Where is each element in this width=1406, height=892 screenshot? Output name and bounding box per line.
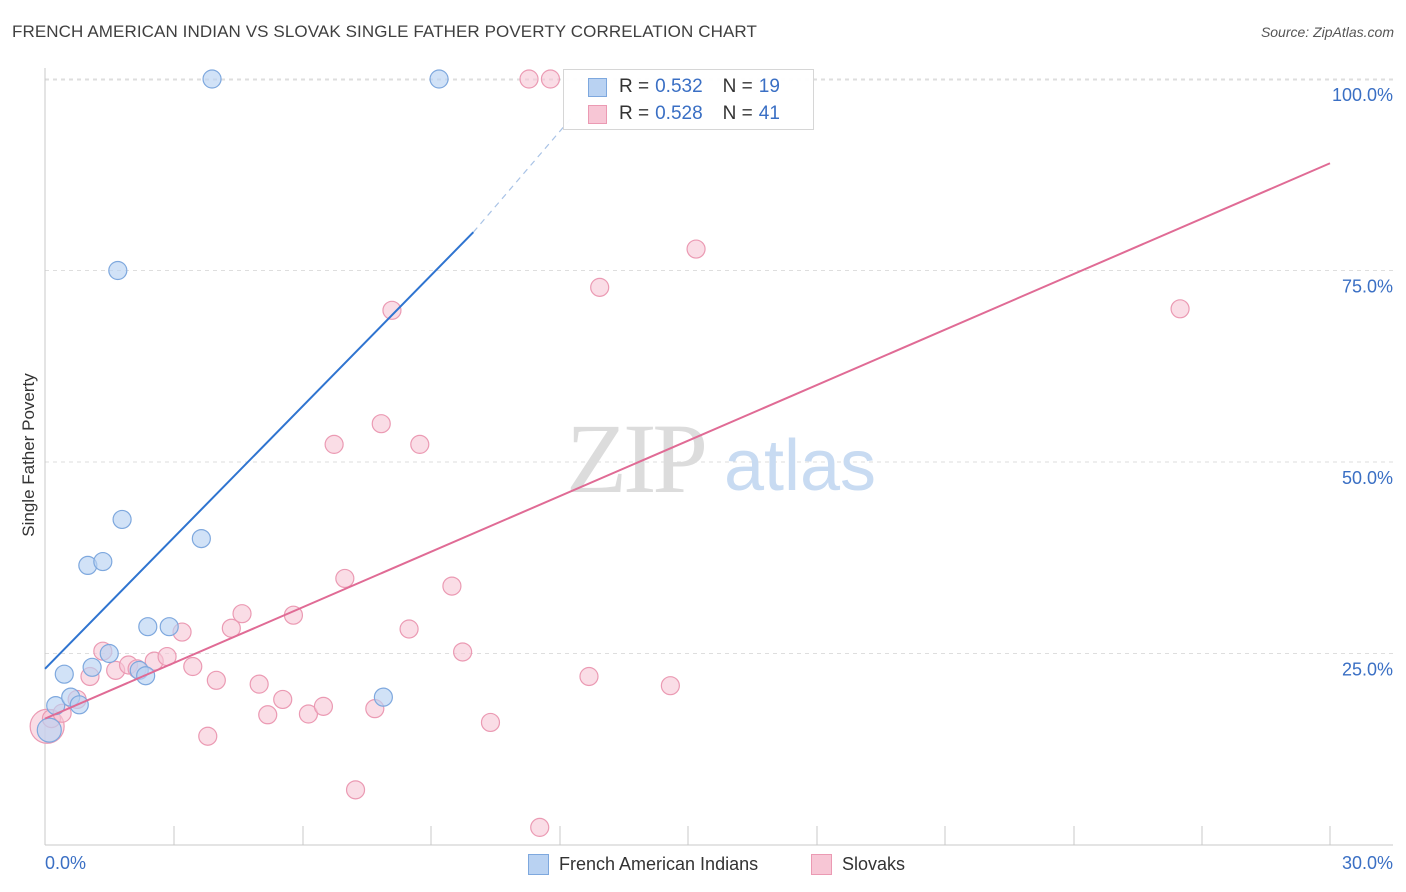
bottom-legend-french[interactable]: French American Indians — [528, 851, 758, 877]
legend-r-label: R = — [619, 76, 650, 97]
point-slovak — [519, 69, 539, 89]
x-tick-label: 30.0% — [1342, 853, 1393, 873]
point-slovak — [686, 239, 706, 259]
point-slovak — [324, 434, 344, 454]
watermark-atlas: atlas — [724, 426, 876, 506]
point-french — [36, 717, 62, 743]
legend-row-french: R = 0.532 N = 19 — [588, 76, 780, 98]
y-tick-label: 25.0% — [1342, 660, 1393, 680]
point-french — [82, 657, 102, 677]
point-slovak — [399, 619, 419, 639]
point-slovak — [258, 705, 278, 725]
legend-swatch-french — [588, 77, 607, 97]
legend-swatch-slovak — [588, 104, 607, 124]
legend-r-label: R = — [619, 103, 650, 124]
point-slovak — [232, 604, 252, 624]
point-slovak — [273, 689, 293, 710]
source-credit: Source: ZipAtlas.com — [1260, 24, 1394, 40]
point-slovak — [480, 712, 501, 733]
correlation-legend: R = 0.532 N = 19 R = 0.528 N = 41 — [563, 69, 814, 130]
point-slovak — [371, 414, 391, 434]
x-tick-label: 0.0% — [45, 853, 86, 873]
legend-n-label: N = — [722, 103, 753, 124]
point-slovak — [345, 780, 366, 800]
trendline-french — [44, 231, 475, 670]
point-slovak — [453, 642, 473, 662]
point-slovak — [206, 670, 226, 690]
point-slovak — [249, 674, 269, 694]
legend-r-value: 0.532 — [655, 76, 703, 97]
trend-layer — [44, 116, 1331, 720]
legend-r-value: 0.528 — [655, 103, 703, 124]
axis-layer: 25.0% 50.0% 75.0% 100.0% 0.0% 30.0% — [44, 68, 1393, 873]
trendline-slovak — [44, 162, 1331, 720]
watermark: ZIP atlas — [566, 403, 876, 514]
point-slovak — [198, 726, 218, 746]
point-french — [112, 509, 132, 530]
point-slovak — [382, 300, 402, 320]
point-slovak — [442, 576, 462, 596]
bottom-legend-label-slovak: Slovaks — [842, 853, 906, 874]
bottom-legend-slovak[interactable]: Slovaks — [811, 851, 905, 877]
point-french — [93, 551, 113, 572]
point-french — [373, 687, 393, 707]
point-french — [99, 643, 119, 664]
legend-row-slovak: R = 0.528 N = 41 — [588, 103, 780, 125]
point-slovak — [335, 568, 355, 589]
points-layer — [29, 69, 1190, 837]
y-axis-label: Single Father Poverty — [19, 373, 38, 537]
grid-layer — [45, 78, 1393, 654]
y-tick-label: 75.0% — [1342, 277, 1393, 297]
point-slovak — [1170, 299, 1190, 319]
point-slovak — [313, 696, 334, 716]
point-slovak — [530, 817, 550, 837]
point-slovak — [590, 277, 610, 297]
point-slovak — [540, 69, 561, 89]
bottom-legend-label-french: French American Indians — [559, 853, 759, 874]
y-tick-label: 50.0% — [1342, 468, 1393, 488]
point-slovak — [660, 676, 680, 696]
point-french — [159, 617, 179, 637]
point-french — [202, 69, 222, 89]
chart-title: FRENCH AMERICAN INDIAN VS SLOVAK SINGLE … — [12, 22, 757, 41]
point-french — [138, 617, 158, 637]
point-slovak — [183, 656, 203, 677]
legend-n-value: 41 — [758, 103, 780, 124]
legend-n-value: 19 — [758, 76, 780, 97]
point-french — [108, 260, 128, 281]
point-french — [54, 664, 74, 684]
y-tick-label: 100.0% — [1332, 85, 1393, 105]
point-slovak — [410, 434, 430, 454]
point-french — [429, 69, 449, 89]
point-french — [191, 528, 211, 549]
point-slovak — [579, 666, 599, 687]
bottom-legend-swatch-french — [528, 853, 549, 875]
legend-n-label: N = — [722, 76, 753, 97]
trendline-french-extension — [472, 116, 573, 233]
bottom-legend-swatch-slovak — [811, 853, 832, 875]
watermark-zip: ZIP — [566, 403, 704, 514]
point-slovak — [298, 704, 319, 724]
